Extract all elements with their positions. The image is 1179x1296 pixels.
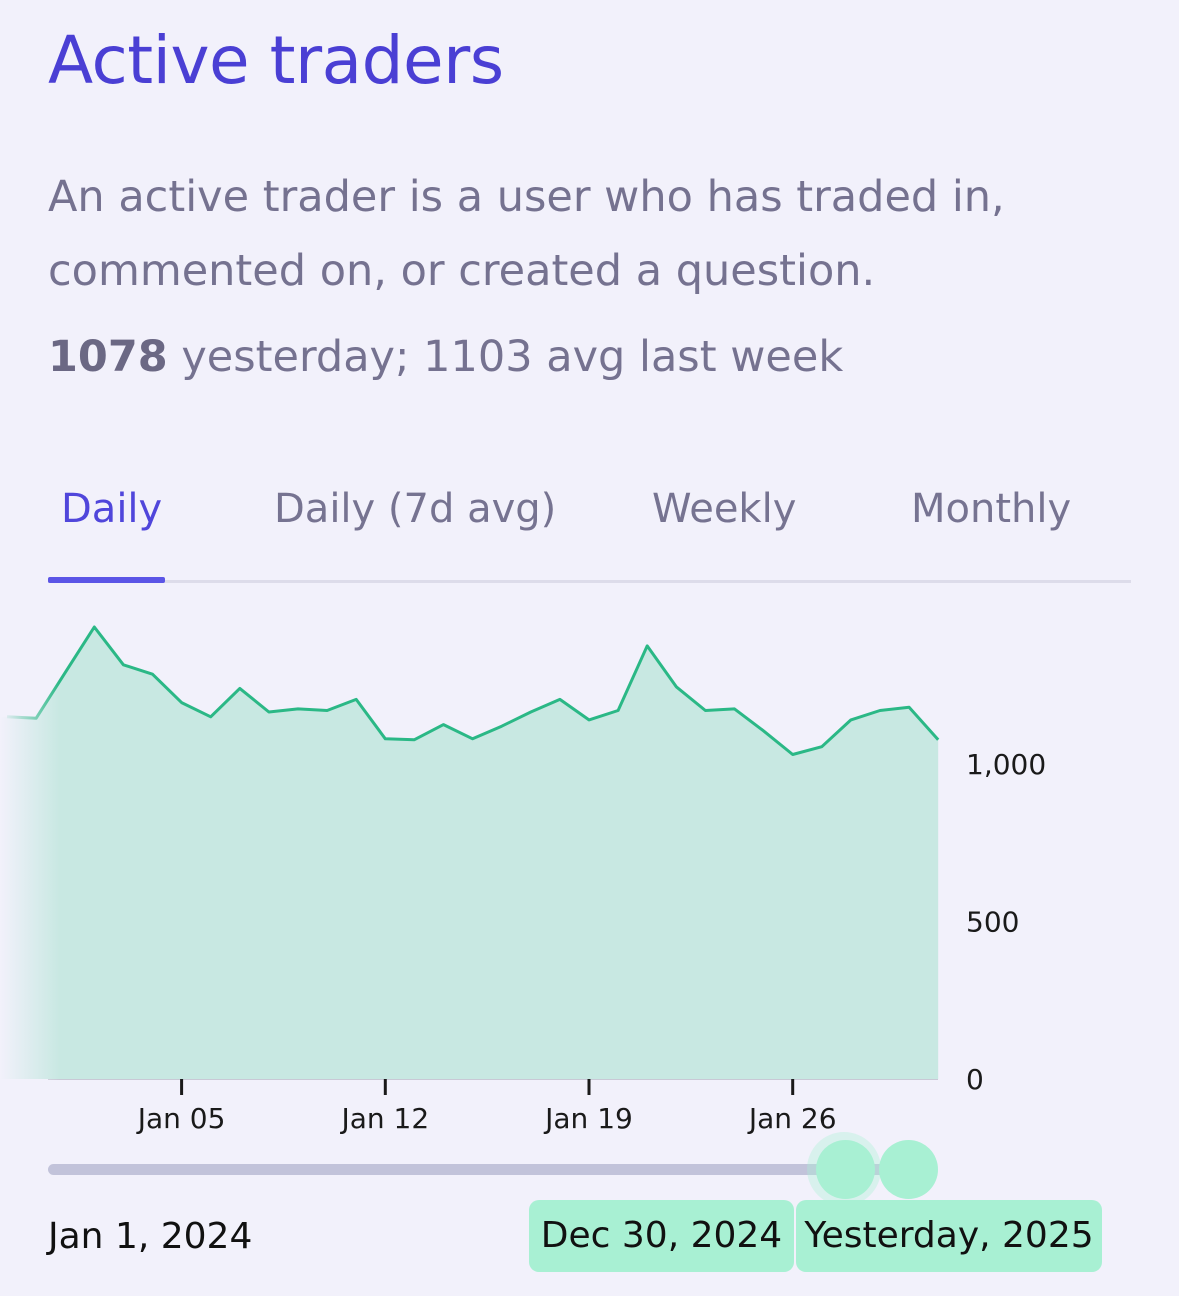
- data-point: [703, 709, 707, 713]
- y-tick-label: 500: [966, 906, 1019, 939]
- range-min-date: Jan 1, 2024: [48, 1216, 253, 1257]
- x-tick-label: Jan 26: [747, 1102, 837, 1135]
- data-point: [616, 709, 620, 713]
- data-point: [412, 738, 416, 742]
- y-tick-label: 1,000: [966, 748, 1046, 781]
- active-traders-chart: Jan 05 Jan 12 Jan 19 Jan 26 0 500 1,000: [0, 600, 1046, 1135]
- x-axis: Jan 05 Jan 12 Jan 19 Jan 26: [136, 1079, 837, 1135]
- data-point: [151, 672, 155, 676]
- yesterday-count: 1078: [48, 332, 168, 382]
- data-point: [936, 738, 940, 742]
- data-point: [500, 724, 504, 728]
- page-title: Active traders: [48, 22, 504, 99]
- tab-weekly[interactable]: Weekly: [652, 486, 797, 532]
- description: An active trader is a user who has trade…: [48, 172, 1005, 296]
- tab-bar: Daily Daily (7d avg) Weekly Monthly: [48, 470, 1131, 583]
- range-slider-track[interactable]: [48, 1164, 928, 1175]
- data-point: [63, 671, 67, 675]
- data-point: [180, 701, 184, 705]
- data-point: [878, 709, 882, 713]
- data-point: [325, 709, 329, 713]
- range-end-handle[interactable]: [879, 1140, 938, 1199]
- data-point: [820, 745, 824, 749]
- y-tick-label: 0: [966, 1063, 984, 1096]
- data-point: [121, 663, 125, 667]
- selected-end-date[interactable]: Yesterday, 2025: [796, 1200, 1102, 1272]
- x-tick-label: Jan 19: [543, 1102, 633, 1135]
- data-point: [92, 625, 96, 629]
- data-point: [907, 705, 911, 709]
- y-axis: 0 500 1,000: [966, 748, 1046, 1096]
- data-point: [587, 718, 591, 722]
- x-tick-label: Jan 12: [339, 1102, 429, 1135]
- data-point: [849, 718, 853, 722]
- data-point: [674, 685, 678, 689]
- data-point: [471, 737, 475, 741]
- selected-start-date[interactable]: Dec 30, 2024: [529, 1200, 794, 1272]
- data-point: [733, 707, 737, 711]
- data-point: [558, 697, 562, 701]
- data-point: [762, 729, 766, 733]
- data-point: [791, 753, 795, 757]
- data-point: [383, 737, 387, 741]
- tab-daily-7d-avg[interactable]: Daily (7d avg): [274, 486, 557, 532]
- left-fade: [0, 600, 60, 1080]
- x-tick-label: Jan 05: [136, 1102, 226, 1135]
- data-point: [209, 715, 213, 719]
- data-point: [238, 686, 242, 690]
- data-point: [645, 644, 649, 648]
- data-point: [267, 710, 271, 714]
- active-tab-indicator: [48, 577, 165, 583]
- data-point: [5, 715, 9, 719]
- range-start-handle[interactable]: [816, 1140, 875, 1199]
- tab-daily[interactable]: Daily: [61, 486, 163, 532]
- summary-text: yesterday; 1103 avg last week: [167, 332, 844, 382]
- tab-monthly[interactable]: Monthly: [911, 486, 1072, 532]
- data-point: [442, 723, 446, 727]
- data-point: [529, 710, 533, 714]
- data-point: [354, 697, 358, 701]
- series-area: [0, 627, 939, 1079]
- summary-stats: 1078 yesterday; 1103 avg last week: [48, 332, 843, 382]
- series-line: [6, 625, 940, 756]
- data-point: [296, 707, 300, 711]
- data-point: [34, 716, 38, 720]
